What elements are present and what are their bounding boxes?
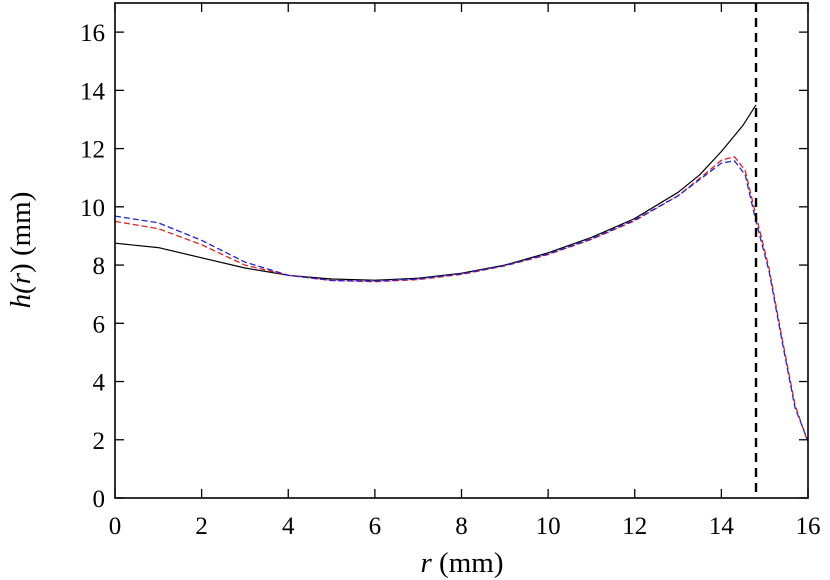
series-line-2 <box>114 160 809 442</box>
x-tick-labels: 0 2 4 6 8 10 12 14 16 <box>109 513 821 540</box>
x-tick-label: 12 <box>622 513 647 540</box>
y-axis-label-close: ) (mm) <box>5 192 37 273</box>
x-tick-label: 16 <box>796 513 821 540</box>
y-axis-label-func: h( <box>5 282 37 309</box>
y-axis-label: h(r) (mm) <box>5 192 37 309</box>
x-tick-label: 6 <box>369 513 382 540</box>
x-tick-label: 8 <box>455 513 468 540</box>
y-tick-label: 10 <box>80 195 105 222</box>
y-axis-label-var: r <box>5 272 37 284</box>
y-tick-label: 12 <box>80 137 105 164</box>
y-tick-label: 4 <box>93 370 106 397</box>
series-layer <box>114 104 809 443</box>
y-tick-label: 14 <box>80 78 106 105</box>
x-tick-label: 10 <box>536 513 561 540</box>
y-tick-label: 2 <box>93 428 106 455</box>
series-line-1 <box>114 156 809 443</box>
y-tick-label: 0 <box>93 486 106 513</box>
series-line-0 <box>114 104 757 281</box>
y-tick-label: 6 <box>93 311 106 338</box>
plot-frame <box>114 2 809 499</box>
x-axis-label-var: r <box>421 547 433 579</box>
y-tick-labels: 0 2 4 6 8 10 12 14 16 <box>80 20 106 513</box>
x-axis-label: r (mm) <box>421 547 504 579</box>
y-tick-label: 16 <box>80 20 105 47</box>
axis-ticks <box>114 3 809 499</box>
x-axis-label-unit: (mm) <box>432 547 504 579</box>
x-tick-label: 4 <box>282 513 295 540</box>
x-tick-label: 14 <box>709 513 735 540</box>
x-tick-label: 0 <box>109 513 122 540</box>
y-tick-label: 8 <box>93 253 106 280</box>
x-tick-label: 2 <box>195 513 208 540</box>
